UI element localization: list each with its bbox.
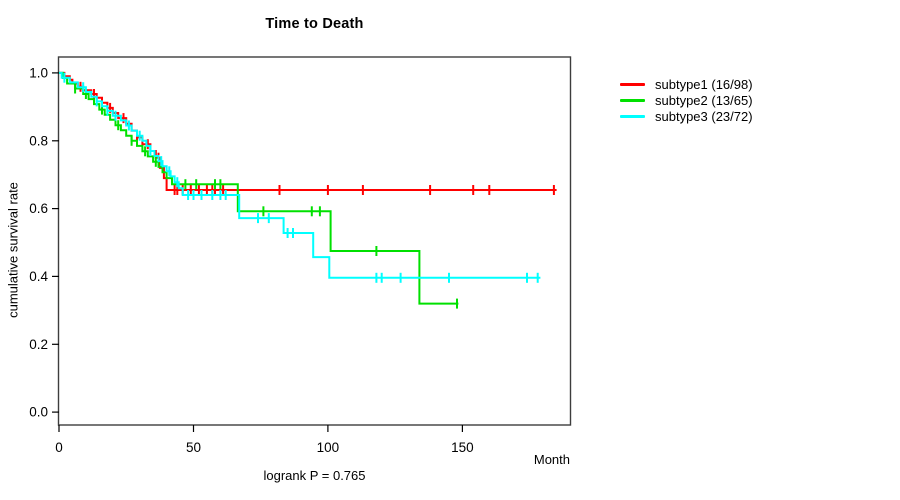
- legend-item-subtype3: subtype3 (23/72): [620, 109, 753, 124]
- y-tick-label: 0.6: [29, 201, 48, 216]
- y-tick-label: 1.0: [29, 65, 48, 80]
- legend: subtype1 (16/98) subtype2 (13/65) subtyp…: [620, 77, 753, 124]
- legend-line-swatch-subtype3: [620, 115, 645, 118]
- x-tick-label: 0: [55, 440, 63, 455]
- y-tick-label: 0.4: [29, 269, 48, 284]
- legend-item-subtype1: subtype1 (16/98): [620, 77, 753, 92]
- legend-item-label: subtype1 (16/98): [655, 77, 753, 92]
- series-line-subtype3: [59, 71, 541, 279]
- y-tick-label: 0.8: [29, 133, 48, 148]
- x-axis-label: Month: [533, 452, 570, 467]
- y-tick-label: 0.0: [29, 405, 48, 420]
- series-line-subtype2: [59, 71, 459, 305]
- x-tick-label: 50: [186, 440, 201, 455]
- plot-border: [57, 56, 572, 426]
- y-axis-label: cumulative survival rate: [5, 182, 21, 318]
- logrank-pvalue-text: logrank P = 0.765: [263, 468, 366, 483]
- x-tick-label: 150: [451, 440, 474, 455]
- chart-title: Time to Death: [265, 16, 364, 32]
- legend-item-subtype2: subtype2 (13/65): [620, 93, 753, 108]
- legend-item-label: subtype2 (13/65): [655, 93, 753, 108]
- legend-line-swatch-subtype1: [620, 83, 645, 86]
- legend-item-label: subtype3 (23/72): [655, 109, 753, 124]
- y-tick-label: 0.2: [29, 337, 48, 352]
- legend-line-swatch-subtype2: [620, 99, 645, 102]
- x-tick-label: 100: [317, 440, 340, 455]
